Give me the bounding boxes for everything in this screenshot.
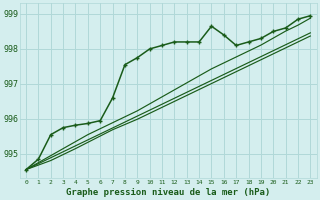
X-axis label: Graphe pression niveau de la mer (hPa): Graphe pression niveau de la mer (hPa)	[66, 188, 270, 197]
